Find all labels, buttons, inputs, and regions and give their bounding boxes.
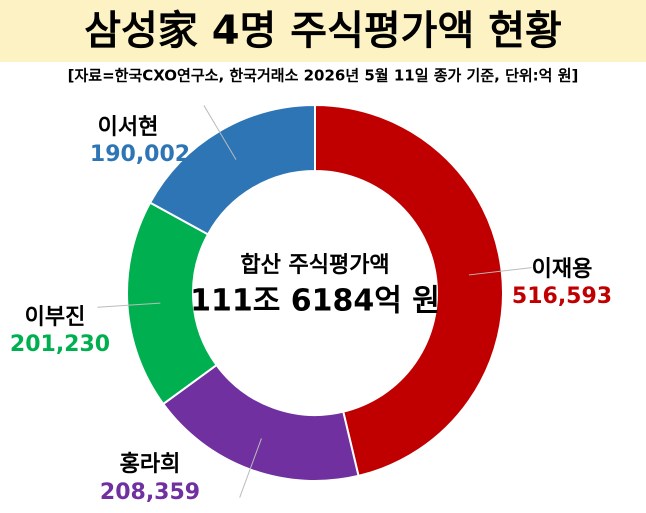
chart-subtitle: [자료=한국CXO연구소, 한국거래소 2026년 5월 11일 종가 기준, … xyxy=(68,67,579,85)
value-label: 190,002 xyxy=(90,142,190,167)
category-label: 홍라희 xyxy=(120,452,181,477)
value-label: 516,593 xyxy=(512,284,612,309)
donut xyxy=(97,103,532,498)
center-title: 합산 주식평가액 xyxy=(240,252,389,278)
leader-line xyxy=(203,105,237,160)
slice xyxy=(314,103,504,478)
category-label: 이서현 xyxy=(98,115,159,140)
leader-line xyxy=(239,438,262,498)
chart-title: 삼성家 4명 주식평가액 현황 xyxy=(84,8,562,54)
value-label: 208,359 xyxy=(100,480,200,505)
center-value: 111조 6184억 원 xyxy=(190,284,440,319)
leader-line xyxy=(97,302,161,308)
slice xyxy=(148,103,316,236)
value-label: 201,230 xyxy=(10,332,110,357)
leader-line xyxy=(468,267,532,276)
title-banner xyxy=(0,0,646,62)
category-label: 이재용 xyxy=(532,257,593,282)
category-label: 이부진 xyxy=(25,305,86,330)
